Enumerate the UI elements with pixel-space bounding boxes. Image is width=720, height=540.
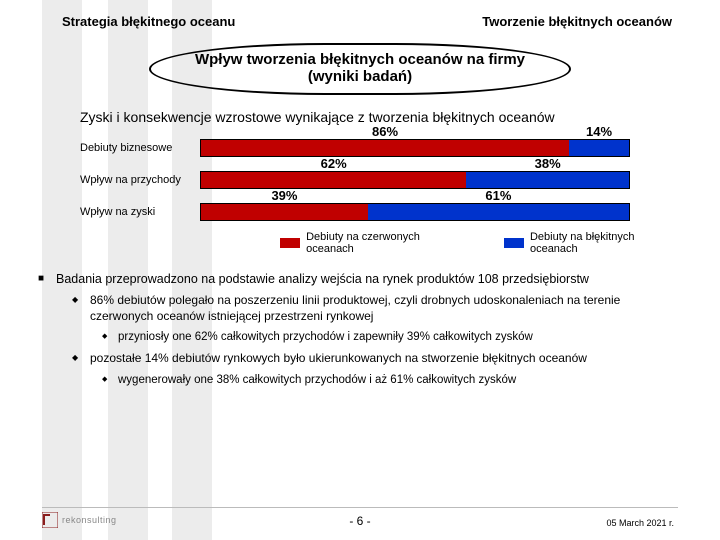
- bullet-block: Badania przeprowadzono na podstawie anal…: [38, 271, 682, 388]
- chart-row: Debiuty biznesowe 86% 14%: [80, 139, 660, 157]
- bar-red: 39%: [201, 204, 368, 220]
- subtitle: Zyski i konsekwencje wzrostowe wynikając…: [80, 109, 720, 125]
- bullet-l2: pozostałe 14% debiutów rynkowych było uk…: [72, 351, 682, 367]
- bullet-l3: wygenerowały one 38% całkowitych przycho…: [102, 373, 682, 388]
- footer: rekonsulting - 6 - 05 March 2021 r.: [0, 507, 720, 528]
- row-label: Wpływ na przychody: [80, 174, 200, 186]
- title-bubble: Wpływ tworzenia błękitnych oceanów na fi…: [149, 43, 571, 95]
- logo-text: rekonsulting: [62, 515, 117, 525]
- page-number: - 6 -: [349, 514, 370, 528]
- bar-red: 62%: [201, 172, 466, 188]
- footer-rule: [42, 507, 678, 508]
- header-left: Strategia błękitnego oceanu: [62, 14, 235, 29]
- bar-blue: 61%: [368, 204, 629, 220]
- row-label: Wpływ na zyski: [80, 206, 200, 218]
- bar-track: 62% 38%: [200, 171, 630, 189]
- logo: rekonsulting: [42, 512, 117, 528]
- legend-label: Debiuty na czerwonych oceanach: [306, 231, 444, 255]
- bar-value: 86%: [372, 124, 398, 139]
- bar-value: 38%: [535, 156, 561, 171]
- bar-value: 14%: [586, 124, 612, 139]
- header-right: Tworzenie błękitnych oceanów: [482, 14, 672, 29]
- chart-row: Wpływ na przychody 62% 38%: [80, 171, 660, 189]
- bar-blue: 38%: [466, 172, 629, 188]
- bar-value: 39%: [271, 188, 297, 203]
- legend: Debiuty na czerwonych oceanach Debiuty n…: [280, 231, 660, 255]
- bar-track: 86% 14%: [200, 139, 630, 157]
- footer-date: 05 March 2021 r.: [606, 518, 674, 528]
- bar-blue: 14%: [569, 140, 629, 156]
- bar-red: 86%: [201, 140, 569, 156]
- chart-row: Wpływ na zyski 39% 61%: [80, 203, 660, 221]
- bar-value: 61%: [485, 188, 511, 203]
- stacked-bar-chart: Debiuty biznesowe 86% 14% Wpływ na przyc…: [80, 139, 660, 255]
- legend-item-red: Debiuty na czerwonych oceanach: [280, 231, 444, 255]
- legend-swatch-blue: [504, 238, 524, 248]
- slide-header: Strategia błękitnego oceanu Tworzenie bł…: [0, 0, 720, 29]
- bullet-l3: przyniosły one 62% całkowitych przychodó…: [102, 330, 682, 345]
- legend-item-blue: Debiuty na błękitnych oceanach: [504, 231, 660, 255]
- title-line1: Wpływ tworzenia błękitnych oceanów na fi…: [195, 51, 525, 68]
- legend-label: Debiuty na błękitnych oceanach: [530, 231, 660, 255]
- logo-icon: [42, 512, 58, 528]
- row-label: Debiuty biznesowe: [80, 142, 200, 154]
- bar-value: 62%: [321, 156, 347, 171]
- bullet-l2: 86% debiutów polegało na poszerzeniu lin…: [72, 293, 682, 324]
- legend-swatch-red: [280, 238, 300, 248]
- title-line2: (wyniki badań): [195, 68, 525, 85]
- bullet-l1: Badania przeprowadzono na podstawie anal…: [38, 271, 682, 287]
- bar-track: 39% 61%: [200, 203, 630, 221]
